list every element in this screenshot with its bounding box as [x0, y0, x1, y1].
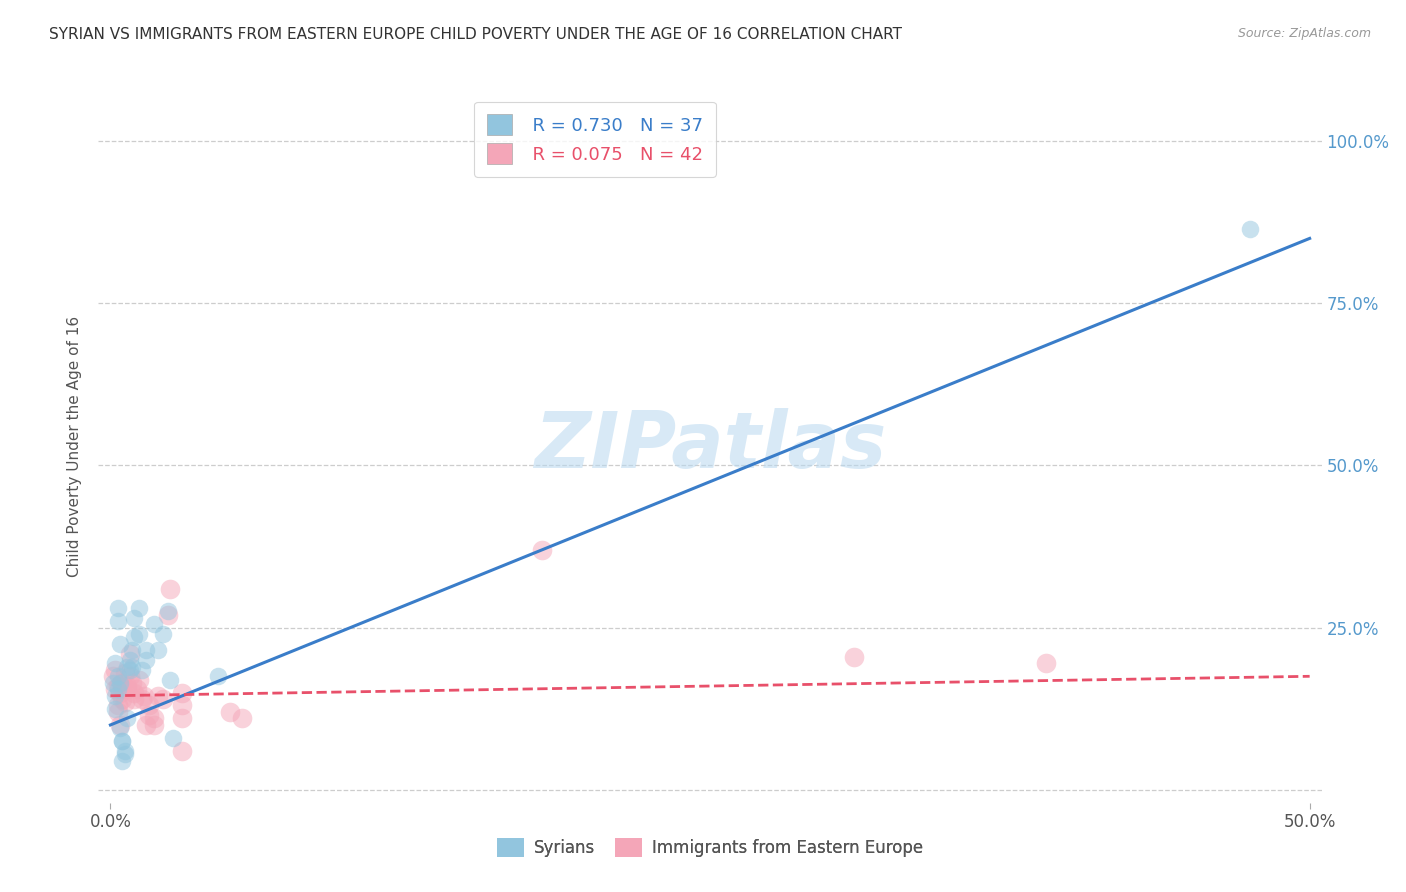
Point [115, 679, 138, 693]
Point [138, 708, 160, 723]
Point [142, 718, 165, 732]
Point [111, 734, 134, 748]
Point [107, 679, 129, 693]
Point [115, 711, 138, 725]
Point [172, 744, 194, 758]
Point [108, 685, 131, 699]
Point [135, 718, 157, 732]
Point [101, 675, 124, 690]
Point [156, 604, 179, 618]
Point [104, 689, 127, 703]
Point [1239, 221, 1261, 235]
Point [148, 689, 170, 703]
Point [107, 601, 129, 615]
Text: ZIPatlas: ZIPatlas [534, 408, 886, 484]
Point [107, 705, 129, 719]
Point [842, 649, 865, 664]
Point [131, 692, 153, 706]
Point [108, 721, 131, 735]
Point [115, 682, 138, 697]
Point [111, 675, 134, 690]
Point [104, 702, 127, 716]
Point [135, 643, 157, 657]
Point [138, 698, 160, 713]
Point [131, 663, 153, 677]
Point [124, 631, 146, 645]
Point [142, 617, 165, 632]
Point [111, 682, 134, 697]
Point [172, 685, 194, 699]
Point [118, 653, 141, 667]
Point [132, 689, 155, 703]
Point [219, 705, 242, 719]
Y-axis label: Child Poverty Under the Age of 16: Child Poverty Under the Age of 16 [67, 316, 83, 576]
Point [104, 657, 127, 671]
Point [111, 754, 134, 768]
Point [108, 637, 131, 651]
Point [207, 669, 229, 683]
Point [101, 669, 124, 683]
Point [142, 711, 165, 725]
Point [152, 627, 174, 641]
Point [114, 744, 136, 758]
Point [107, 682, 129, 697]
Text: Source: ZipAtlas.com: Source: ZipAtlas.com [1237, 27, 1371, 40]
Point [118, 663, 141, 677]
Point [148, 643, 170, 657]
Point [108, 718, 131, 732]
Point [111, 692, 134, 706]
Point [107, 669, 129, 683]
Point [121, 643, 143, 657]
Point [114, 747, 136, 761]
Point [114, 695, 136, 709]
Point [159, 582, 181, 596]
Point [231, 711, 253, 725]
Point [128, 673, 150, 687]
Point [121, 659, 143, 673]
Point [128, 627, 150, 641]
Point [159, 673, 181, 687]
Point [172, 698, 194, 713]
Point [114, 666, 136, 681]
Point [108, 675, 131, 690]
Point [124, 692, 146, 706]
Point [107, 698, 129, 713]
Point [172, 711, 194, 725]
Point [118, 669, 141, 683]
Point [111, 734, 134, 748]
Point [531, 542, 554, 557]
Point [107, 614, 129, 628]
Text: SYRIAN VS IMMIGRANTS FROM EASTERN EUROPE CHILD POVERTY UNDER THE AGE OF 16 CORRE: SYRIAN VS IMMIGRANTS FROM EASTERN EUROPE… [49, 27, 903, 42]
Point [124, 611, 146, 625]
Point [152, 692, 174, 706]
Point [156, 607, 179, 622]
Point [135, 653, 157, 667]
Point [162, 731, 184, 745]
Point [115, 659, 138, 673]
Point [104, 682, 127, 697]
Point [118, 647, 141, 661]
Point [1035, 657, 1057, 671]
Point [104, 663, 127, 677]
Point [125, 682, 148, 697]
Legend: Syrians, Immigrants from Eastern Europe: Syrians, Immigrants from Eastern Europe [489, 830, 931, 866]
Point [124, 685, 146, 699]
Point [128, 601, 150, 615]
Point [121, 675, 143, 690]
